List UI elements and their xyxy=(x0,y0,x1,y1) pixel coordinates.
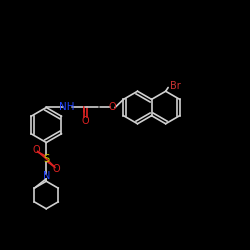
Text: O: O xyxy=(109,102,116,113)
Text: O: O xyxy=(32,145,40,155)
Text: N: N xyxy=(42,171,50,181)
Text: Br: Br xyxy=(170,81,181,91)
Text: S: S xyxy=(43,154,49,164)
Text: O: O xyxy=(81,116,89,126)
Text: O: O xyxy=(52,164,60,174)
Text: NH: NH xyxy=(58,102,74,113)
